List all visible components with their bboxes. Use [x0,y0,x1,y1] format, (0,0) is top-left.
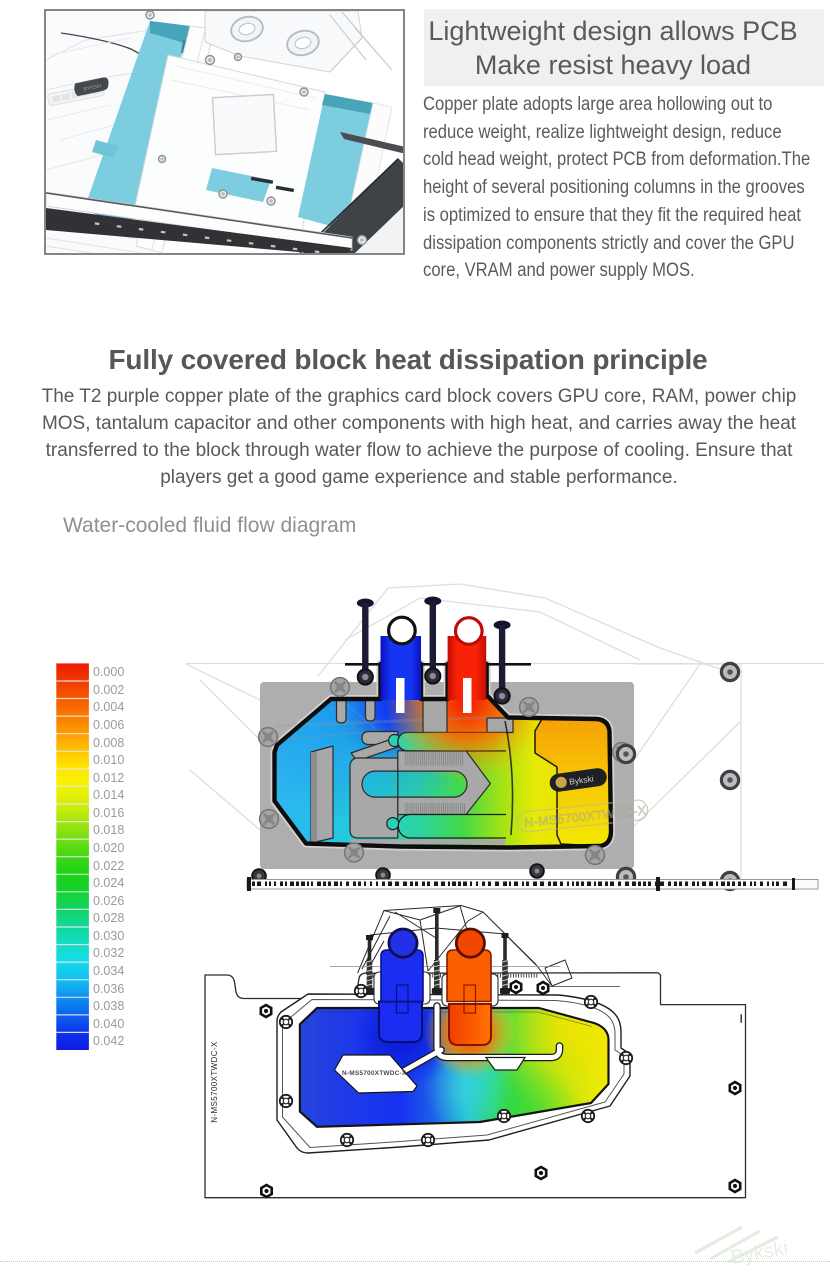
svg-text:Bykski: Bykski [568,773,594,786]
svg-text:N-MS5700XTWDC-X: N-MS5700XTWDC-X [342,1070,407,1077]
svg-text:N-MS5700XTWDC-X: N-MS5700XTWDC-X [210,1041,219,1123]
svg-text:BYKSKI: BYKSKI [83,83,102,93]
